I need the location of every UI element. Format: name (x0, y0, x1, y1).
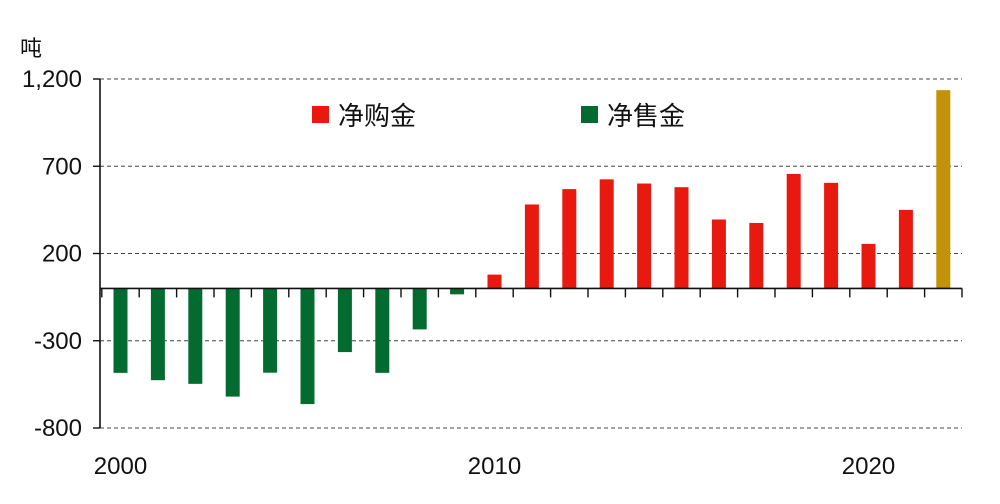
bar-2018 (786, 173, 801, 289)
y-axis-ticks: 1,200 700 200 -300 -800 (22, 66, 100, 442)
y-tick-label-3: -300 (34, 328, 82, 355)
bar-2006 (337, 288, 352, 353)
bars (113, 90, 951, 405)
y-tick-label-1: 700 (42, 153, 82, 180)
y-tick-label-2: 200 (42, 241, 82, 268)
bar-2009 (450, 288, 465, 295)
x-tick-label-2020: 2020 (842, 453, 895, 480)
bar-2021 (898, 209, 913, 289)
legend-label-0: 净购金 (338, 102, 416, 132)
bar-2013 (599, 179, 614, 289)
legend: 净购金 净售金 (312, 102, 685, 132)
bar-2015 (674, 187, 689, 289)
bar-2002 (188, 288, 203, 384)
bar-2019 (824, 182, 839, 289)
bar-2005 (300, 288, 315, 405)
legend-swatch-0 (312, 106, 329, 123)
bar-2000 (113, 288, 128, 373)
y-tick-label-4: -800 (34, 415, 82, 442)
bar-2003 (225, 288, 240, 397)
legend-swatch-1 (581, 106, 598, 123)
x-tick-label-2010: 2010 (468, 453, 521, 480)
bar-2001 (150, 288, 165, 381)
legend-label-1: 净售金 (607, 102, 685, 132)
bar-2022 (936, 90, 951, 289)
bar-2010 (487, 274, 502, 289)
bar-2008 (412, 288, 427, 330)
bar-2020 (861, 243, 876, 289)
bar-2014 (637, 183, 652, 289)
bar-2012 (562, 189, 577, 289)
bar-2011 (524, 204, 539, 289)
bar-2007 (375, 288, 390, 373)
bar-2016 (711, 219, 726, 289)
y-tick-label-0: 1,200 (22, 66, 82, 93)
y-axis-unit-label: 吨 (20, 37, 42, 62)
x-axis-ticks: 2000 2010 2020 (94, 453, 895, 480)
x-tick-label-2000: 2000 (94, 453, 147, 480)
bar-2017 (749, 222, 764, 289)
bar-2004 (263, 288, 278, 373)
